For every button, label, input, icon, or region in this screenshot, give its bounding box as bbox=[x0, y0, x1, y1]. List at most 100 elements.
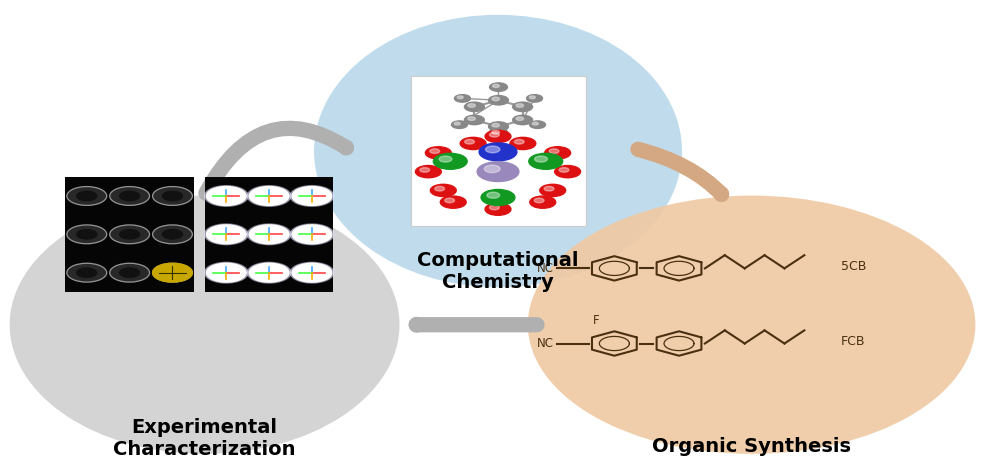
Circle shape bbox=[485, 146, 500, 153]
Circle shape bbox=[489, 96, 508, 105]
Circle shape bbox=[67, 263, 107, 282]
Circle shape bbox=[484, 165, 500, 172]
Circle shape bbox=[527, 95, 543, 102]
Circle shape bbox=[439, 156, 452, 162]
Circle shape bbox=[292, 187, 332, 205]
Circle shape bbox=[206, 263, 246, 282]
Text: F: F bbox=[594, 314, 600, 327]
Circle shape bbox=[204, 186, 248, 206]
Circle shape bbox=[454, 95, 470, 102]
Circle shape bbox=[249, 187, 289, 205]
Circle shape bbox=[77, 268, 97, 277]
Circle shape bbox=[460, 138, 486, 150]
Circle shape bbox=[162, 268, 182, 277]
Circle shape bbox=[490, 83, 507, 91]
Circle shape bbox=[451, 121, 467, 129]
Circle shape bbox=[110, 263, 149, 282]
Circle shape bbox=[204, 224, 248, 244]
Circle shape bbox=[516, 104, 524, 107]
Circle shape bbox=[290, 224, 334, 244]
Circle shape bbox=[247, 224, 291, 244]
Circle shape bbox=[516, 117, 524, 121]
Circle shape bbox=[493, 84, 499, 88]
Circle shape bbox=[485, 203, 511, 215]
Circle shape bbox=[530, 196, 556, 208]
Circle shape bbox=[535, 156, 548, 162]
Circle shape bbox=[510, 138, 536, 150]
Circle shape bbox=[487, 192, 500, 198]
Circle shape bbox=[454, 122, 460, 125]
Text: NC: NC bbox=[537, 262, 554, 275]
Circle shape bbox=[513, 115, 533, 125]
Circle shape bbox=[430, 149, 439, 154]
Circle shape bbox=[555, 165, 581, 178]
Ellipse shape bbox=[10, 195, 399, 454]
Circle shape bbox=[433, 154, 467, 169]
Circle shape bbox=[247, 262, 291, 283]
Circle shape bbox=[464, 115, 484, 125]
Circle shape bbox=[435, 187, 444, 191]
Circle shape bbox=[468, 104, 475, 107]
Circle shape bbox=[77, 230, 97, 239]
Ellipse shape bbox=[314, 15, 682, 287]
Circle shape bbox=[479, 143, 517, 161]
Circle shape bbox=[152, 263, 192, 282]
Circle shape bbox=[110, 187, 149, 205]
FancyBboxPatch shape bbox=[411, 76, 586, 226]
Circle shape bbox=[420, 168, 429, 172]
Text: 5CB: 5CB bbox=[842, 260, 867, 273]
Circle shape bbox=[120, 230, 139, 239]
Circle shape bbox=[290, 186, 334, 206]
Circle shape bbox=[464, 102, 484, 112]
Circle shape bbox=[67, 187, 107, 205]
Circle shape bbox=[206, 187, 246, 205]
Circle shape bbox=[206, 225, 246, 244]
FancyBboxPatch shape bbox=[205, 177, 334, 292]
Circle shape bbox=[468, 117, 475, 121]
Circle shape bbox=[530, 121, 546, 129]
Circle shape bbox=[489, 122, 508, 131]
Circle shape bbox=[540, 184, 566, 196]
Circle shape bbox=[529, 96, 535, 99]
Circle shape bbox=[415, 165, 441, 178]
Circle shape bbox=[513, 102, 533, 112]
Circle shape bbox=[152, 187, 192, 205]
Circle shape bbox=[120, 268, 139, 277]
Circle shape bbox=[559, 168, 569, 172]
Circle shape bbox=[477, 162, 519, 181]
Circle shape bbox=[485, 130, 511, 143]
Circle shape bbox=[249, 225, 289, 244]
Circle shape bbox=[489, 205, 499, 210]
Text: NC: NC bbox=[537, 337, 554, 350]
Circle shape bbox=[457, 96, 463, 99]
Circle shape bbox=[152, 263, 192, 282]
Circle shape bbox=[529, 154, 563, 169]
Circle shape bbox=[77, 191, 97, 201]
Circle shape bbox=[549, 149, 559, 154]
Circle shape bbox=[110, 225, 149, 244]
Circle shape bbox=[162, 191, 182, 201]
Circle shape bbox=[534, 198, 544, 203]
Circle shape bbox=[545, 147, 571, 159]
Circle shape bbox=[492, 123, 499, 127]
Text: Experimental
Characterization: Experimental Characterization bbox=[114, 418, 296, 459]
Circle shape bbox=[492, 130, 499, 134]
Circle shape bbox=[544, 187, 554, 191]
Circle shape bbox=[430, 184, 456, 196]
Circle shape bbox=[489, 132, 499, 137]
Circle shape bbox=[489, 129, 508, 138]
Ellipse shape bbox=[528, 195, 975, 454]
Circle shape bbox=[67, 225, 107, 244]
Circle shape bbox=[249, 263, 289, 282]
Circle shape bbox=[120, 191, 139, 201]
Circle shape bbox=[440, 196, 466, 208]
Circle shape bbox=[152, 225, 192, 244]
Circle shape bbox=[290, 262, 334, 283]
Circle shape bbox=[247, 186, 291, 206]
Circle shape bbox=[444, 198, 454, 203]
Text: Organic Synthesis: Organic Synthesis bbox=[652, 437, 852, 456]
Circle shape bbox=[532, 122, 538, 125]
Circle shape bbox=[292, 263, 332, 282]
Circle shape bbox=[425, 147, 451, 159]
Circle shape bbox=[162, 230, 182, 239]
